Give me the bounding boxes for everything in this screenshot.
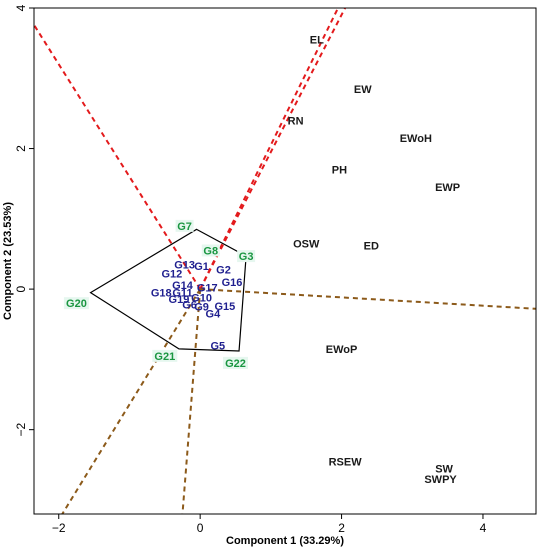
- sector-line-2: [199, 8, 346, 290]
- genotype-label-g21: G21: [154, 351, 175, 363]
- genotype-label-g13: G13: [174, 260, 195, 272]
- axis-ticks: −2 0 2 4 −2 0 2 4: [14, 4, 487, 535]
- sector-line-5: [61, 288, 202, 514]
- x-tick-label: 2: [338, 521, 345, 535]
- plot-frame: [33, 7, 537, 515]
- y-axis-title: Component 2 (23.53%): [2, 202, 14, 320]
- genotype-label-g3: G3: [239, 251, 254, 263]
- sector-lines: [34, 8, 536, 514]
- trait-label-rsew: RSEW: [329, 456, 363, 468]
- genotype-label-g20: G20: [66, 298, 87, 310]
- x-axis-title: Component 1 (33.29%): [226, 535, 344, 547]
- trait-label-el: EL: [310, 35, 324, 47]
- genotype-label-bg: [152, 349, 178, 362]
- trait-label-swpy: SWPY: [424, 474, 457, 486]
- x-tick-label: −2: [52, 521, 66, 535]
- genotype-label-g6: G6: [182, 300, 197, 312]
- sector-line-6: [181, 289, 202, 514]
- y-tick-label: 2: [14, 145, 28, 152]
- x-tick-label: 4: [480, 521, 487, 535]
- trait-label-rn: RN: [288, 115, 304, 127]
- trait-label-ewop: EWoP: [326, 344, 358, 356]
- genotype-label-g4: G4: [206, 309, 222, 321]
- sector-line-1: [34, 22, 202, 290]
- genotype-label-g17: G17: [197, 283, 218, 295]
- trait-label-ewp: EWP: [435, 182, 460, 194]
- genotype-label-bg: [63, 297, 89, 310]
- genotype-label-g1: G1: [194, 261, 209, 273]
- genotype-label-g19: G19: [169, 294, 190, 306]
- trait-label-ph: PH: [332, 165, 347, 177]
- trait-label-osw: OSW: [293, 238, 320, 250]
- y-tick-label: 4: [14, 4, 28, 11]
- genotype-label-g15: G15: [215, 301, 236, 313]
- y-tick-label: 0: [14, 285, 28, 292]
- genotype-label-g22: G22: [225, 358, 246, 370]
- genotype-label-g8: G8: [203, 245, 218, 257]
- genotype-label-g18: G18: [151, 288, 172, 300]
- trait-label-ewoh: EWoH: [400, 133, 432, 145]
- genotype-label-bg: [201, 244, 220, 257]
- genotype-label-g5: G5: [210, 340, 225, 352]
- genotype-label-bg: [237, 250, 256, 263]
- sector-line-3: [199, 8, 339, 290]
- genotype-label-bg: [175, 219, 194, 232]
- genotype-label-g9: G9: [194, 302, 209, 314]
- genotype-label-g2: G2: [216, 264, 231, 276]
- genotype-label-g11: G11: [172, 288, 192, 300]
- trait-label-sw: SW: [435, 463, 453, 475]
- trait-label-ew: EW: [354, 84, 372, 96]
- genotype-label-g12: G12: [161, 269, 182, 281]
- y-tick-label: −2: [14, 423, 28, 437]
- sector-line-4: [200, 288, 536, 310]
- genotype-label-g14: G14: [172, 280, 194, 292]
- x-tick-label: 0: [197, 521, 204, 535]
- genotype-label-g10: G10: [191, 293, 212, 305]
- genotype-label-bg: [223, 356, 249, 369]
- genotype-label-g16: G16: [222, 277, 243, 289]
- genotype-label-g7: G7: [177, 221, 192, 233]
- trait-label-ed: ED: [364, 241, 379, 253]
